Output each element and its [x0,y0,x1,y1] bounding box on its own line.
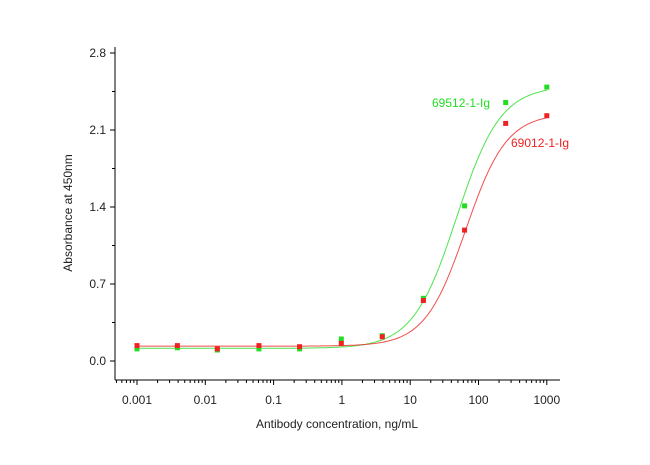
y-tick-label: 2.8 [89,46,106,60]
series-label-69512: 69512-1-Ig [432,96,490,110]
data-point-69012-1-Ig [420,298,426,303]
fit-curve-69512-1-Ig [137,89,547,349]
data-point-69512-1-Ig [544,84,550,90]
x-tick-label: 0.01 [194,393,218,407]
data-point-69512-1-Ig [256,346,262,352]
series-label-69012: 69012-1-Ig [511,136,569,150]
fit-curves [137,89,547,349]
data-point-69012-1-Ig [462,227,468,233]
x-tick-label: 10 [404,393,418,407]
x-tick-label: 0.001 [122,393,152,407]
x-tick-label: 0.1 [265,393,282,407]
data-point-69012-1-Ig [256,343,262,349]
data-point-69012-1-Ig [379,334,385,340]
data-point-69012-1-Ig [174,343,180,349]
axes: 0.0 0.7 1.4 2.1 2.8 0.001 0.01 0.1 1 10 100 1000 [89,46,560,407]
data-point-69012-1-Ig [134,343,140,349]
data-point-69512-1-Ig [134,346,140,352]
data-point-69512-1-Ig [462,203,468,209]
y-tick-label: 2.1 [89,123,106,137]
data-point-69012-1-Ig [544,113,550,119]
x-tick-label: 1000 [533,393,560,407]
y-tick-label: 0.0 [89,354,106,368]
x-tick-label: 1 [339,393,346,407]
data-point-69012-1-Ig [297,344,303,350]
y-tick-label: 1.4 [89,200,106,214]
data-point-69512-1-Ig [503,100,509,105]
x-tick-label: 100 [468,393,488,407]
data-point-69012-1-Ig [503,120,509,126]
data-point-69012-1-Ig [214,346,220,352]
fit-curve-69012-1-Ig [137,117,547,347]
data-point-69012-1-Ig [338,340,344,346]
x-axis-label: Antibody concentration, ng/mL [256,417,418,431]
data-point-69512-1-Ig [338,336,344,342]
data-points [134,84,550,353]
y-axis-label: Absorbance at 450nm [61,154,75,271]
y-tick-label: 0.7 [89,277,106,291]
